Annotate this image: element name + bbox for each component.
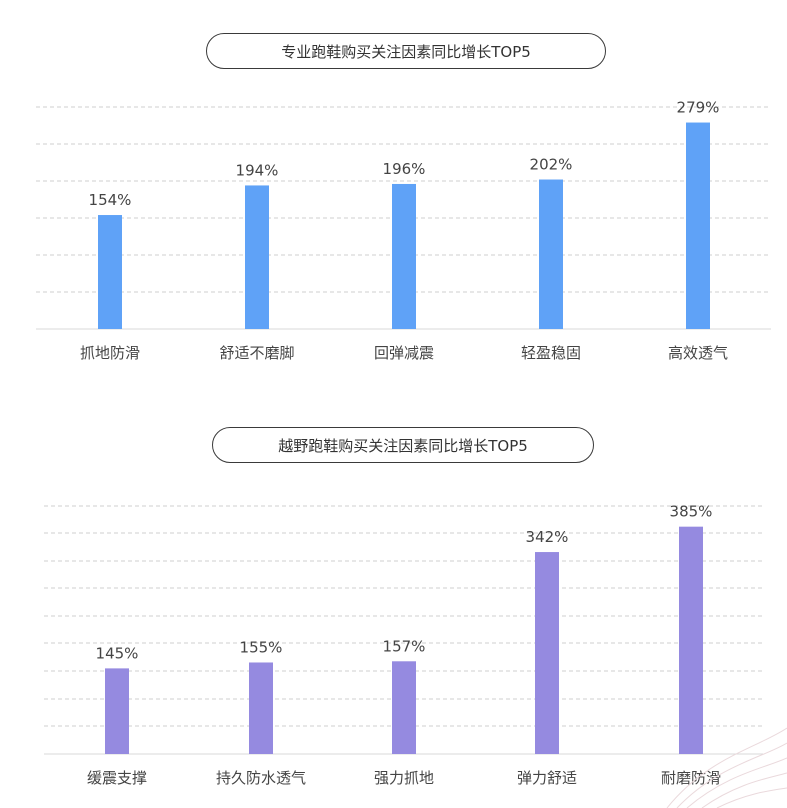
category-label: 高效透气 [668, 344, 728, 362]
data-label: 196% [383, 160, 426, 178]
bar-回弹减震 [392, 183, 416, 329]
category-label: 弹力舒适 [517, 769, 577, 787]
category-label: 抓地防滑 [80, 344, 140, 362]
category-label: 缓震支撑 [87, 769, 147, 787]
data-label: 342% [526, 528, 569, 546]
category-label: 强力抓地 [374, 769, 434, 787]
bar-抓地防滑 [98, 215, 122, 329]
data-label: 157% [383, 637, 426, 655]
data-label: 154% [89, 191, 132, 209]
category-label: 回弹减震 [374, 344, 434, 362]
category-label: 舒适不磨脚 [219, 344, 294, 362]
bar-高效透气 [686, 122, 710, 329]
chart2-title: 越野跑鞋购买关注因素同比增长TOP5 [212, 427, 594, 463]
bar-耐磨防滑 [679, 526, 703, 754]
bar-轻盈稳固 [539, 179, 563, 329]
bar-弹力舒适 [535, 552, 559, 754]
chart1-plot: 154% 抓地防滑 194% 舒适不磨脚 196% 回弹减震 202% 轻盈稳固 279% 高效透… [36, 99, 771, 362]
data-label: 155% [240, 638, 283, 656]
data-label: 279% [677, 99, 720, 117]
bar-舒适不磨脚 [245, 185, 269, 329]
bar-强力抓地 [392, 661, 416, 754]
data-label: 202% [530, 156, 573, 174]
data-label: 145% [96, 644, 139, 662]
chart1-title: 专业跑鞋购买关注因素同比增长TOP5 [206, 33, 606, 69]
data-label: 385% [670, 503, 713, 521]
chart2-plot: 145% 缓震支撑 155% 持久防水透气 157% 强力抓地 342% 弹力舒适 385% 耐磨… [44, 503, 763, 787]
bar-缓震支撑 [105, 668, 129, 754]
data-label: 194% [236, 161, 279, 179]
category-label: 持久防水透气 [216, 769, 306, 787]
decorative-swirl-lines [666, 727, 787, 808]
bar-持久防水透气 [249, 662, 273, 754]
category-label: 耐磨防滑 [661, 769, 721, 787]
category-label: 轻盈稳固 [521, 344, 581, 362]
